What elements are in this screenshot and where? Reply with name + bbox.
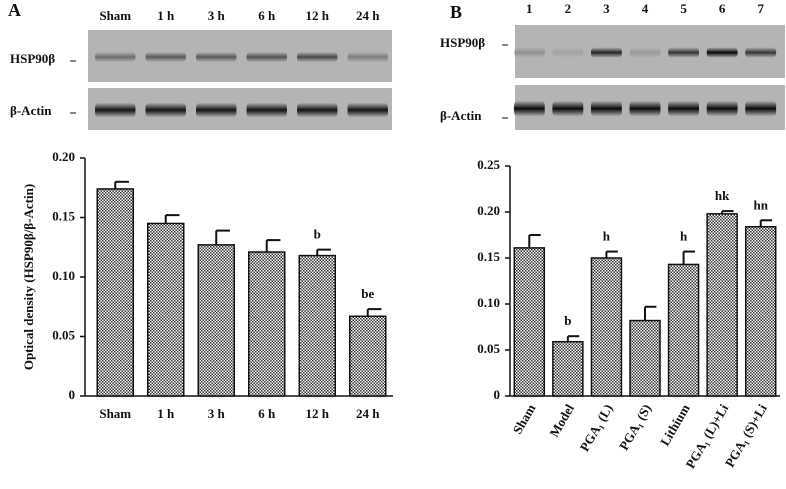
y-tick-label: 0.15 (52, 208, 75, 223)
y-tick-label: 0.20 (477, 203, 500, 218)
y-tick-label: 0 (494, 387, 501, 402)
blot-row-label: HSP90β (440, 35, 485, 50)
blot-band (246, 51, 287, 63)
y-tick-label: 0.25 (477, 157, 500, 172)
blot-band (591, 47, 622, 58)
blot-row-label: HSP90β (10, 51, 55, 66)
y-tick-label: 0 (69, 387, 76, 402)
blot-row-label: β-Actin (10, 103, 52, 118)
bar (147, 222, 185, 397)
bar (197, 244, 235, 397)
lane-label: 1 h (157, 8, 175, 23)
bar-annotation: hn (753, 197, 768, 212)
blot-band (629, 47, 661, 58)
blot-band (513, 100, 545, 117)
y-axis-label: Optical density (HSP90β/β-Actin) (21, 184, 36, 370)
bar (513, 247, 546, 397)
blot-band (668, 47, 699, 58)
blot-band (297, 102, 338, 118)
blot-band (297, 51, 338, 63)
lane-label: 12 h (306, 8, 330, 23)
bar-annotation: be (361, 286, 374, 301)
blot-band (347, 102, 388, 118)
bar (298, 254, 336, 397)
blot-band (591, 100, 622, 117)
blot-row-label: β-Actin (440, 108, 482, 123)
bar-annotation: b (314, 227, 321, 242)
x-tick-label: 24 h (356, 406, 380, 421)
x-tick-label: PGA₁ (L) (577, 401, 616, 453)
bar (590, 257, 623, 397)
bar (629, 319, 661, 397)
y-tick-label: 0.10 (52, 268, 75, 283)
blot-band (513, 47, 545, 58)
bar (96, 188, 134, 397)
y-tick-label: 0.15 (477, 249, 500, 264)
blot-band (706, 100, 738, 117)
lane-label: 3 (603, 1, 610, 16)
x-tick-label: 6 h (258, 406, 276, 421)
blot-band (629, 100, 661, 117)
bar (552, 340, 584, 397)
blot-band (95, 102, 136, 118)
x-tick-label: 12 h (306, 406, 330, 421)
blot-band (246, 102, 287, 118)
blot-image (88, 88, 392, 130)
x-tick-label: PGA₁ (S) (616, 401, 654, 452)
bar-annotation: h (680, 229, 688, 244)
y-tick-label: 0.05 (477, 341, 500, 356)
panel-label: B (450, 2, 462, 22)
blot-band (745, 47, 777, 58)
x-tick-label: Sham (510, 401, 539, 436)
blot-band (145, 102, 186, 118)
blot-band (95, 51, 136, 63)
lane-label: 1 (526, 1, 533, 16)
blot-band (552, 100, 584, 117)
blot-band (145, 51, 186, 63)
blot-band (745, 100, 777, 117)
lane-label: 6 (719, 1, 726, 16)
bar-annotation: h (603, 229, 611, 244)
y-tick-label: 0.10 (477, 295, 500, 310)
blot-band (668, 100, 699, 117)
y-tick-label: 0.05 (52, 327, 75, 342)
lane-label: 4 (642, 1, 649, 16)
bar (706, 213, 738, 397)
blot-band (196, 51, 237, 63)
x-tick-label: Model (546, 401, 577, 439)
x-tick-label: Lithium (657, 401, 693, 448)
bar (667, 263, 700, 397)
bar-annotation: b (564, 313, 571, 328)
blot-band (552, 47, 584, 58)
x-tick-label: 1 h (157, 406, 175, 421)
blot-band (706, 47, 738, 58)
lane-label: 3 h (208, 8, 226, 23)
bar (744, 225, 777, 397)
blot-band (196, 102, 237, 118)
lane-label: Sham (99, 8, 131, 23)
blot-band (347, 51, 388, 63)
panel-label: A (8, 0, 21, 20)
lane-label: 2 (565, 1, 572, 16)
bar-annotation: hk (715, 188, 730, 203)
lane-label: 24 h (356, 8, 380, 23)
y-tick-label: 0.20 (52, 149, 75, 164)
x-tick-label: Sham (99, 406, 131, 421)
bar (248, 251, 286, 397)
blot-image (88, 30, 392, 82)
x-tick-label: 3 h (208, 406, 226, 421)
lane-label: 6 h (258, 8, 276, 23)
bar (349, 315, 387, 397)
lane-label: 7 (757, 1, 764, 16)
lane-label: 5 (680, 1, 687, 16)
